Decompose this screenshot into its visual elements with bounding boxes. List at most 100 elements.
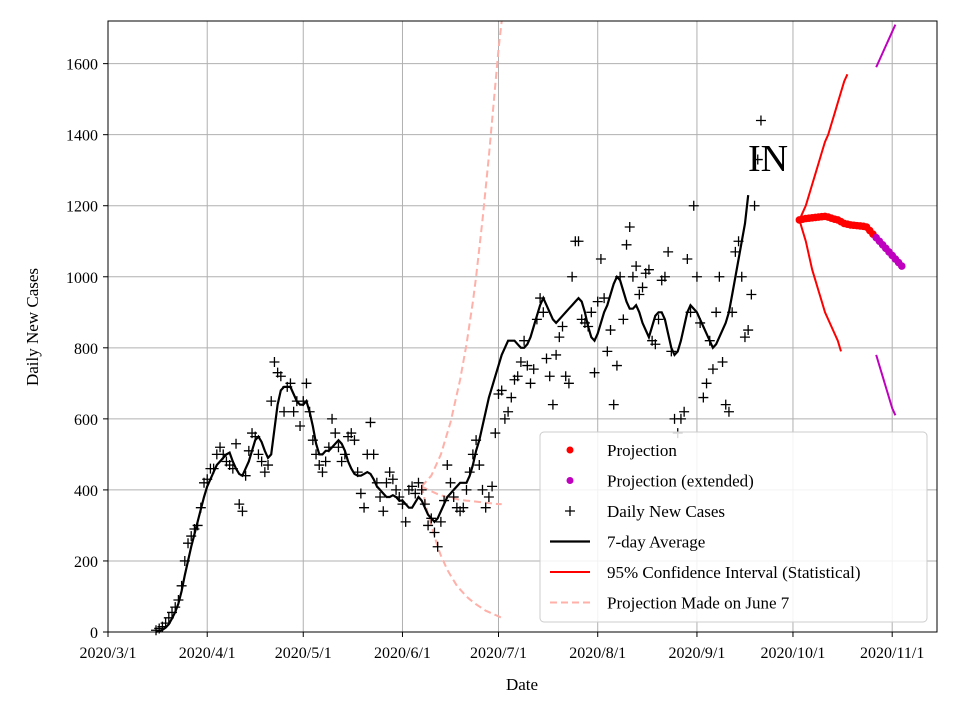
daily-case-point bbox=[743, 325, 754, 336]
daily-case-point bbox=[365, 417, 376, 428]
daily-case-point bbox=[624, 222, 635, 233]
daily-case-point bbox=[279, 406, 290, 417]
daily-case-point bbox=[618, 314, 629, 325]
x-tick-label: 2020/4/1 bbox=[179, 645, 236, 662]
legend-entry: 95% Confidence Interval (Statistical) bbox=[607, 563, 861, 582]
daily-case-point bbox=[314, 460, 325, 471]
daily-case-point bbox=[599, 293, 610, 304]
daily-case-point bbox=[359, 502, 370, 513]
daily-case-point bbox=[608, 399, 619, 410]
daily-case-point bbox=[477, 484, 488, 495]
x-tick-label: 2020/6/1 bbox=[374, 645, 431, 662]
y-tick-label: 1400 bbox=[66, 128, 98, 145]
daily-case-point bbox=[413, 477, 424, 488]
legend-entry: Daily New Cases bbox=[607, 502, 725, 521]
y-tick-label: 1000 bbox=[66, 270, 98, 287]
daily-case-point bbox=[333, 442, 344, 453]
ticks: 2020/3/1 2020/4/1 2020/5/1 2020/6/1 2020/7/1… bbox=[66, 57, 924, 662]
daily-case-point bbox=[458, 502, 469, 513]
daily-case-point bbox=[682, 254, 693, 265]
daily-case-point bbox=[327, 413, 338, 424]
daily-case-point bbox=[592, 296, 603, 307]
daily-case-point bbox=[698, 392, 709, 403]
seven-day-average-line bbox=[155, 194, 750, 634]
daily-case-point bbox=[375, 492, 386, 503]
legend-entry: Projection bbox=[607, 441, 677, 460]
daily-case-point bbox=[215, 442, 226, 453]
series-layer bbox=[151, 20, 906, 636]
daily-case-point bbox=[736, 271, 747, 282]
daily-case-point bbox=[480, 502, 491, 513]
legend-entry: Projection Made on June 7 bbox=[607, 594, 790, 613]
daily-case-point bbox=[407, 481, 418, 492]
projection-extended-point bbox=[897, 262, 906, 270]
daily-case-point bbox=[659, 271, 670, 282]
daily-case-point bbox=[707, 364, 718, 375]
daily-case-point bbox=[739, 332, 750, 343]
daily-case-point bbox=[506, 392, 517, 403]
daily-case-point bbox=[423, 520, 434, 531]
y-tick-label: 600 bbox=[74, 412, 98, 429]
ci-upper-line bbox=[798, 73, 849, 221]
daily-case-point bbox=[288, 406, 299, 417]
daily-case-point bbox=[253, 449, 264, 460]
daily-case-point bbox=[573, 236, 584, 247]
y-tick-label: 1600 bbox=[66, 57, 98, 74]
daily-case-point bbox=[336, 456, 347, 467]
daily-case-point bbox=[634, 289, 645, 300]
daily-case-point bbox=[496, 385, 507, 396]
daily-case-point bbox=[432, 541, 443, 552]
y-tick-label: 200 bbox=[74, 554, 98, 571]
daily-case-point bbox=[746, 289, 757, 300]
june7-projection-upper bbox=[420, 20, 503, 488]
daily-case-point bbox=[231, 438, 242, 449]
daily-case-point bbox=[483, 492, 494, 503]
daily-case-point bbox=[266, 396, 277, 407]
daily-case-point bbox=[259, 467, 270, 478]
daily-case-point bbox=[381, 477, 392, 488]
daily-case-point bbox=[691, 271, 702, 282]
daily-case-point bbox=[554, 332, 565, 343]
daily-case-point bbox=[519, 335, 530, 346]
daily-case-point bbox=[723, 406, 734, 417]
daily-case-point bbox=[541, 353, 552, 364]
x-axis-label: Date bbox=[506, 675, 538, 694]
daily-case-point bbox=[346, 428, 357, 439]
daily-case-point bbox=[551, 349, 562, 360]
daily-case-point bbox=[330, 428, 341, 439]
ci-extended-upper-line bbox=[875, 24, 897, 68]
y-axis-label: Daily New Cases bbox=[23, 268, 42, 386]
daily-case-point bbox=[714, 271, 725, 282]
legend-marker bbox=[565, 506, 575, 516]
daily-case-point bbox=[679, 406, 690, 417]
daily-case-point bbox=[711, 307, 722, 318]
daily-case-point bbox=[557, 321, 568, 332]
daily-case-point bbox=[675, 413, 686, 424]
daily-case-point bbox=[528, 364, 539, 375]
june7-projection-lower bbox=[420, 486, 503, 619]
daily-case-point bbox=[627, 271, 638, 282]
daily-case-point bbox=[435, 516, 446, 527]
state-label: IN bbox=[748, 138, 788, 180]
x-tick-label: 2020/10/1 bbox=[761, 645, 826, 662]
y-tick-label: 0 bbox=[90, 625, 98, 642]
daily-case-point bbox=[611, 360, 622, 371]
daily-case-point bbox=[749, 200, 760, 211]
daily-case-point bbox=[499, 413, 510, 424]
daily-case-point bbox=[256, 456, 267, 467]
daily-case-point bbox=[275, 371, 286, 382]
daily-case-point bbox=[602, 346, 613, 357]
daily-case-point bbox=[234, 499, 245, 510]
daily-case-point bbox=[317, 467, 328, 478]
daily-case-point bbox=[490, 428, 501, 439]
daily-case-point bbox=[461, 484, 472, 495]
daily-case-point bbox=[445, 477, 456, 488]
daily-case-point bbox=[474, 460, 485, 471]
daily-case-point bbox=[320, 456, 331, 467]
daily-case-point bbox=[701, 378, 712, 389]
daily-case-point bbox=[512, 371, 523, 382]
daily-case-point bbox=[400, 516, 411, 527]
daily-case-point bbox=[567, 271, 578, 282]
x-tick-label: 2020/8/1 bbox=[569, 645, 626, 662]
